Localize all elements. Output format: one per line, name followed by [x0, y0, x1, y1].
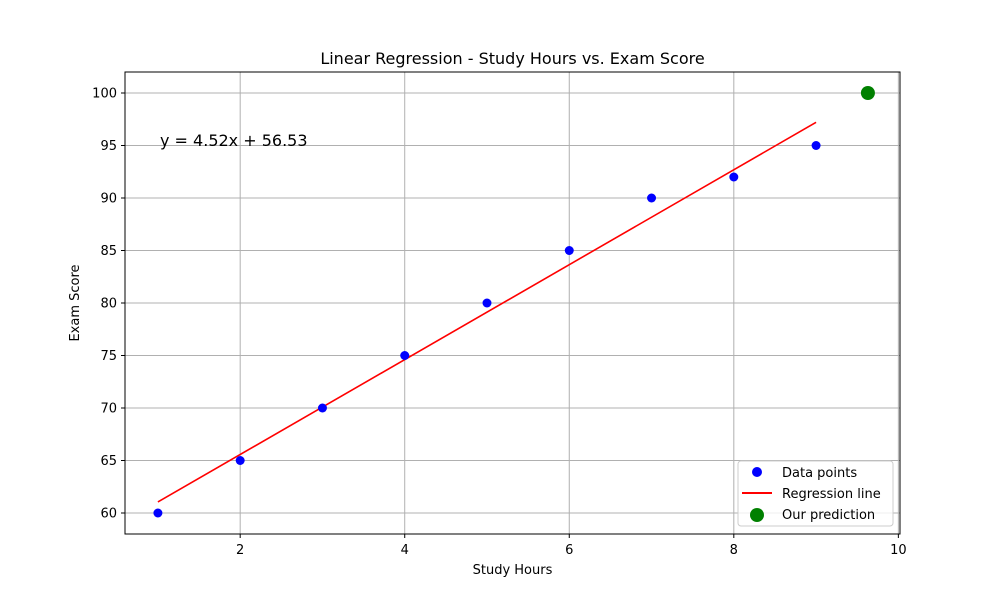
legend-marker-our-prediction: [750, 508, 764, 522]
regression-line: [157, 121, 817, 503]
prediction-point: [860, 86, 875, 100]
data-point: [564, 246, 574, 255]
regression-equation: y = 4.52x + 56.53: [160, 131, 308, 150]
x-tick-label: 2: [236, 543, 244, 558]
y-tick-label: 75: [100, 349, 117, 364]
y-tick-label: 65: [100, 454, 117, 469]
x-axis-label: Study Hours: [473, 563, 553, 578]
chart-title: Linear Regression - Study Hours vs. Exam…: [320, 49, 704, 68]
y-axis-label: Exam Score: [68, 264, 83, 341]
data-point: [235, 456, 245, 465]
regression-line-layer: [157, 121, 817, 503]
data-point: [811, 141, 821, 150]
legend-label-our-prediction: Our prediction: [782, 508, 875, 523]
y-tick-label: 90: [100, 192, 117, 207]
data-point: [317, 403, 327, 413]
x-axis-ticks: 2 4 6 8 10: [236, 534, 907, 558]
x-tick-label: 4: [401, 543, 409, 558]
x-tick-label: 10: [890, 543, 907, 558]
data-point: [482, 298, 492, 308]
legend-marker-data-points: [752, 467, 762, 477]
y-tick-label: 60: [100, 507, 117, 522]
y-tick-label: 80: [100, 297, 117, 312]
data-point: [153, 508, 163, 518]
data-point: [400, 351, 410, 360]
data-point: [647, 193, 657, 203]
y-tick-label: 100: [92, 87, 117, 102]
x-tick-label: 8: [730, 543, 738, 558]
y-tick-label: 85: [100, 244, 117, 259]
data-point: [729, 172, 739, 182]
legend-label-regression-line: Regression line: [782, 487, 881, 502]
legend-box: [737, 460, 894, 527]
legend-label-data-points: Data points: [782, 466, 857, 481]
y-axis-ticks: 60 65 70 75 80 85 90 95 100: [92, 87, 125, 522]
x-tick-label: 6: [565, 543, 573, 558]
y-tick-label: 95: [100, 139, 117, 154]
y-tick-label: 70: [100, 402, 117, 417]
data-points-layer: [153, 86, 875, 518]
legend: Data points Regression line Our predicti…: [737, 460, 894, 527]
